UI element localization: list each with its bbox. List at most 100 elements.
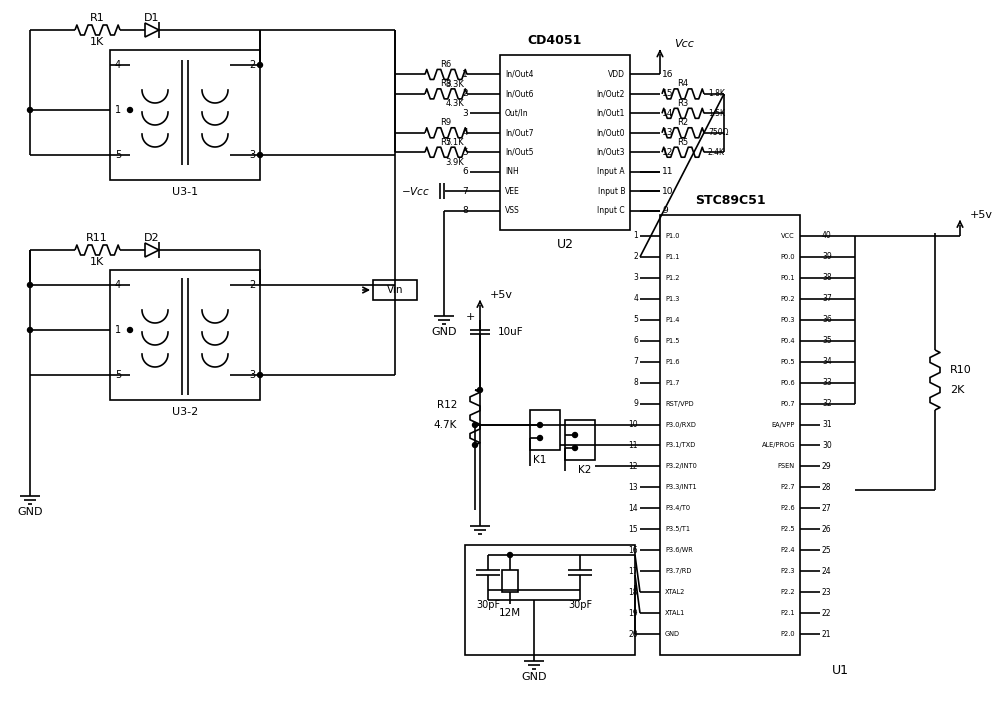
Text: 2: 2 xyxy=(462,90,468,98)
Text: 13: 13 xyxy=(662,128,674,137)
Text: VDD: VDD xyxy=(608,70,625,79)
Text: 10: 10 xyxy=(628,420,638,429)
Text: XTAL1: XTAL1 xyxy=(665,610,685,616)
Text: RST/VPD: RST/VPD xyxy=(665,401,694,406)
Circle shape xyxy=(28,328,32,333)
Circle shape xyxy=(478,388,482,393)
Text: P2.2: P2.2 xyxy=(780,589,795,595)
Text: P2.5: P2.5 xyxy=(780,526,795,532)
Text: R12: R12 xyxy=(437,400,457,410)
Text: U3-2: U3-2 xyxy=(172,407,198,417)
Text: P2.7: P2.7 xyxy=(780,484,795,490)
Text: 33: 33 xyxy=(822,378,832,387)
Circle shape xyxy=(28,108,32,113)
Text: In/Out7: In/Out7 xyxy=(505,128,534,137)
Text: 30: 30 xyxy=(822,441,832,450)
Text: +5v: +5v xyxy=(970,210,993,220)
Text: 7: 7 xyxy=(633,357,638,366)
Text: P3.7/RD: P3.7/RD xyxy=(665,568,691,574)
Text: P1.0: P1.0 xyxy=(665,233,680,239)
Text: P0.0: P0.0 xyxy=(780,254,795,260)
Text: 14: 14 xyxy=(662,109,673,118)
Text: R10: R10 xyxy=(950,365,972,375)
Text: K1: K1 xyxy=(533,455,547,465)
Circle shape xyxy=(258,153,262,158)
Text: P3.0/RXD: P3.0/RXD xyxy=(665,422,696,427)
Text: P2.6: P2.6 xyxy=(780,505,795,511)
Bar xyxy=(660,215,800,655)
Text: R3: R3 xyxy=(677,99,689,108)
Text: 750Ω: 750Ω xyxy=(708,128,728,137)
Text: 11: 11 xyxy=(629,441,638,450)
Text: 5.1K: 5.1K xyxy=(445,138,464,147)
Text: +5v: +5v xyxy=(490,290,513,300)
Text: U2: U2 xyxy=(556,239,574,252)
Text: In/Out0: In/Out0 xyxy=(596,128,625,137)
Text: 2.4K: 2.4K xyxy=(708,147,725,157)
Text: 3.9K: 3.9K xyxy=(445,158,464,167)
Circle shape xyxy=(28,283,32,288)
Text: 12: 12 xyxy=(662,147,673,157)
Text: 2: 2 xyxy=(249,60,255,70)
Text: Input A: Input A xyxy=(597,167,625,176)
Text: 37: 37 xyxy=(822,294,832,304)
Text: 16: 16 xyxy=(628,546,638,555)
Text: 3.3K: 3.3K xyxy=(445,80,464,89)
Text: VEE: VEE xyxy=(505,187,520,196)
Text: 8: 8 xyxy=(462,206,468,215)
Bar xyxy=(110,270,260,400)
Text: R1: R1 xyxy=(90,13,104,23)
Text: 4: 4 xyxy=(115,280,121,290)
Polygon shape xyxy=(145,23,159,37)
Text: P1.1: P1.1 xyxy=(665,254,679,260)
Text: 10: 10 xyxy=(662,187,674,196)
Text: 9: 9 xyxy=(633,399,638,408)
Circle shape xyxy=(572,432,578,437)
Text: 16: 16 xyxy=(662,70,674,79)
Text: 1K: 1K xyxy=(90,257,104,267)
Text: P2.0: P2.0 xyxy=(780,631,795,637)
Text: U1: U1 xyxy=(832,664,848,677)
Text: Input B: Input B xyxy=(598,187,625,196)
Text: 26: 26 xyxy=(822,525,832,534)
Circle shape xyxy=(538,435,542,440)
Circle shape xyxy=(258,62,262,67)
Text: U3-1: U3-1 xyxy=(172,187,198,197)
Text: 4.7K: 4.7K xyxy=(434,420,457,430)
Text: 5: 5 xyxy=(115,150,121,160)
Text: 6: 6 xyxy=(633,336,638,345)
Text: 12M: 12M xyxy=(499,608,521,618)
Text: P3.2/INT0: P3.2/INT0 xyxy=(665,463,697,469)
Text: 35: 35 xyxy=(822,336,832,345)
Text: Vin: Vin xyxy=(387,285,403,295)
Text: 1: 1 xyxy=(462,70,468,79)
Text: P3.1/TXD: P3.1/TXD xyxy=(665,442,695,448)
Text: P2.1: P2.1 xyxy=(780,610,795,616)
Text: VCC: VCC xyxy=(781,233,795,239)
Text: GND: GND xyxy=(665,631,680,637)
Text: In/Out4: In/Out4 xyxy=(505,70,534,79)
Text: 23: 23 xyxy=(822,588,832,596)
Text: 15: 15 xyxy=(662,90,674,98)
Text: 14: 14 xyxy=(628,504,638,513)
Text: In/Out6: In/Out6 xyxy=(505,90,534,98)
Text: 6: 6 xyxy=(462,167,468,176)
Text: P0.7: P0.7 xyxy=(780,401,795,406)
Text: 1K: 1K xyxy=(90,37,104,47)
Text: R6: R6 xyxy=(440,60,452,69)
Text: $-Vcc$: $-Vcc$ xyxy=(401,185,430,197)
Text: 2K: 2K xyxy=(950,385,964,395)
Circle shape xyxy=(473,422,478,427)
Text: 17: 17 xyxy=(628,567,638,576)
Text: R9: R9 xyxy=(440,119,452,127)
Text: P3.4/T0: P3.4/T0 xyxy=(665,505,690,511)
Text: 4.3K: 4.3K xyxy=(445,99,464,108)
Text: R5: R5 xyxy=(677,137,689,147)
Text: 3: 3 xyxy=(249,370,255,380)
Text: 2: 2 xyxy=(633,252,638,262)
Text: Input C: Input C xyxy=(597,206,625,215)
Circle shape xyxy=(128,328,132,333)
Text: 1.8K: 1.8K xyxy=(708,90,725,98)
Text: 3: 3 xyxy=(462,109,468,118)
Text: P3.3/INT1: P3.3/INT1 xyxy=(665,484,697,490)
